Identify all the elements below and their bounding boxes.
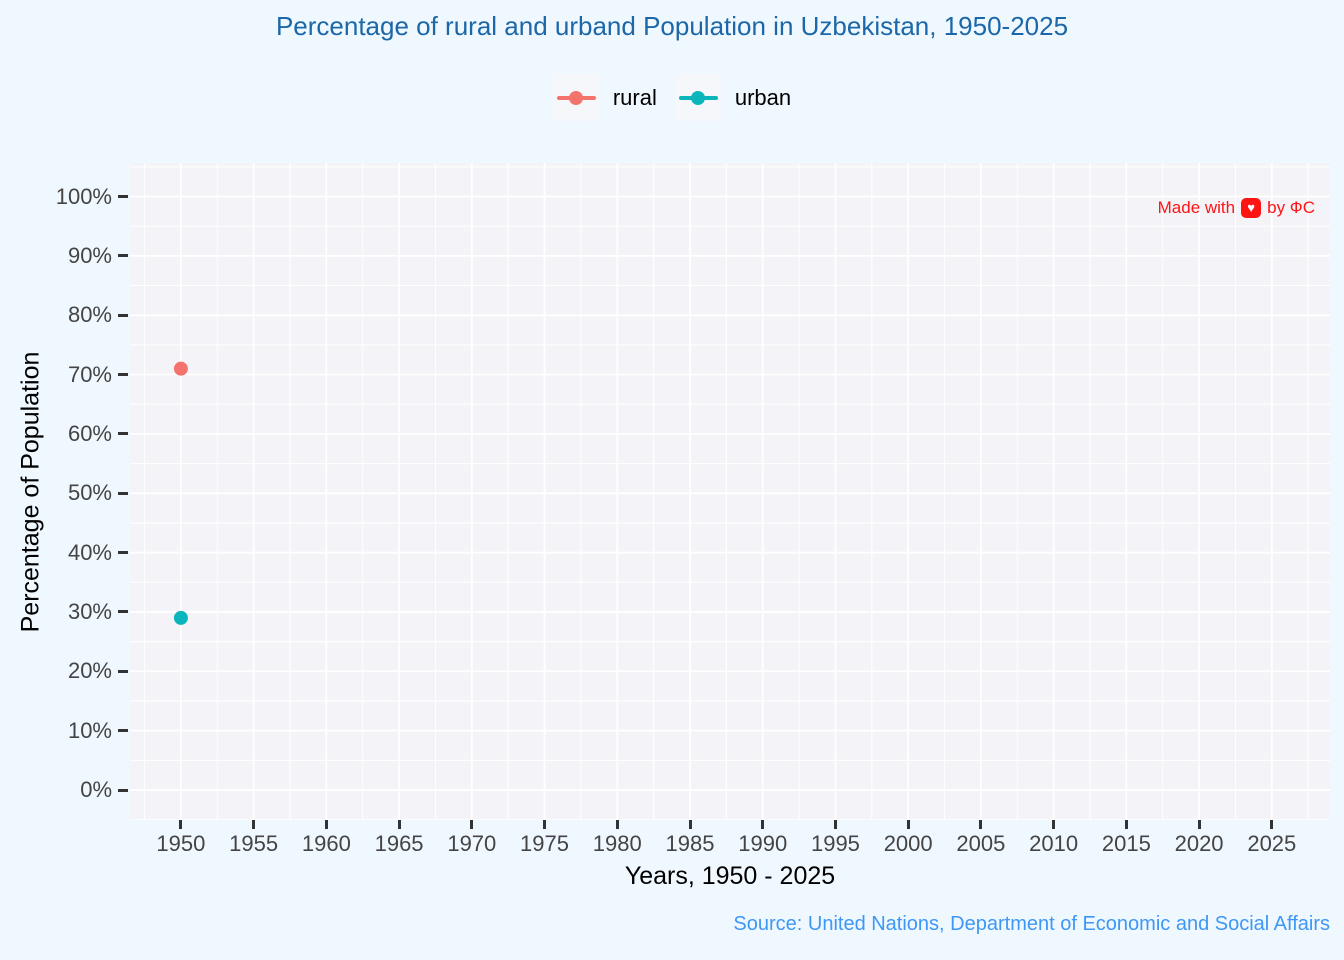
y-axis-title: Percentage of Population bbox=[16, 351, 45, 633]
y-tick-mark bbox=[118, 610, 128, 614]
x-tick-mark bbox=[179, 820, 183, 829]
plot-svg bbox=[130, 163, 1330, 820]
x-tick-mark bbox=[1197, 820, 1201, 829]
legend-item-urban[interactable]: urban bbox=[674, 74, 792, 121]
point-marker-icon bbox=[569, 90, 584, 105]
legend: rural urban bbox=[0, 74, 1344, 121]
x-tick-mark bbox=[252, 820, 256, 829]
y-tick-label: 100% bbox=[55, 183, 112, 209]
x-tick-label: 1985 bbox=[665, 831, 715, 856]
x-tick-mark bbox=[615, 820, 619, 829]
x-tick-label: 1995 bbox=[810, 831, 860, 856]
y-tick-mark bbox=[118, 254, 128, 258]
x-tick-mark bbox=[833, 820, 837, 829]
legend-key-rural bbox=[552, 74, 600, 121]
y-tick-mark bbox=[118, 788, 128, 792]
x-tick-mark bbox=[1124, 820, 1128, 829]
x-axis-title: Years, 1950 - 2025 bbox=[624, 862, 836, 890]
point-marker-icon bbox=[691, 90, 706, 105]
y-tick-label: 30% bbox=[67, 598, 112, 624]
y-tick-mark bbox=[118, 669, 128, 673]
x-tick-mark bbox=[1270, 820, 1274, 829]
x-tick-label: 1965 bbox=[374, 831, 424, 856]
y-tick-mark bbox=[118, 729, 128, 733]
plot-area bbox=[130, 163, 1330, 820]
y-tick-mark bbox=[118, 491, 128, 495]
x-tick-label: 1960 bbox=[301, 831, 351, 856]
watermark-prefix: Made with bbox=[1157, 198, 1236, 217]
y-tick-label: 60% bbox=[67, 420, 112, 446]
y-tick-mark bbox=[118, 551, 128, 555]
x-tick-label: 2020 bbox=[1174, 831, 1224, 856]
x-tick-mark bbox=[761, 820, 765, 829]
chart-title: Percentage of rural and urband Populatio… bbox=[275, 11, 1069, 41]
watermark-suffix: by ФС bbox=[1267, 198, 1315, 217]
plot-background bbox=[130, 163, 1330, 820]
x-tick-label: 2000 bbox=[883, 831, 933, 856]
y-tick-label: 40% bbox=[67, 539, 112, 565]
x-tick-mark bbox=[688, 820, 692, 829]
y-tick-label: 0% bbox=[80, 777, 112, 803]
y-tick-label: 90% bbox=[67, 242, 112, 268]
x-tick-mark bbox=[397, 820, 401, 829]
data-point-rural bbox=[173, 361, 188, 376]
x-tick-label: 1955 bbox=[229, 831, 279, 856]
y-tick-mark bbox=[118, 432, 128, 436]
y-tick-mark bbox=[118, 195, 128, 199]
y-tick-label: 20% bbox=[67, 658, 112, 684]
y-tick-mark bbox=[118, 373, 128, 377]
x-tick-mark bbox=[470, 820, 474, 829]
watermark: Made with ♥ by ФС bbox=[1158, 198, 1315, 218]
legend-label-rural: rural bbox=[612, 84, 657, 110]
y-tick-label: 80% bbox=[67, 302, 112, 328]
x-tick-label: 2005 bbox=[956, 831, 1006, 856]
x-tick-label: 2025 bbox=[1247, 831, 1297, 856]
y-tick-label: 10% bbox=[67, 717, 112, 743]
x-tick-label: 1970 bbox=[447, 831, 497, 856]
x-tick-mark bbox=[543, 820, 547, 829]
x-tick-mark bbox=[1052, 820, 1056, 829]
x-tick-label: 2010 bbox=[1029, 831, 1079, 856]
source-caption: Source: United Nations, Department of Ec… bbox=[733, 913, 1330, 935]
y-tick-label: 50% bbox=[67, 480, 112, 506]
heart-icon: ♥ bbox=[1241, 198, 1262, 218]
x-tick-mark bbox=[979, 820, 983, 829]
x-tick-label: 1950 bbox=[156, 831, 206, 856]
x-tick-label: 1990 bbox=[738, 831, 788, 856]
legend-key-urban bbox=[674, 74, 722, 121]
y-tick-label: 70% bbox=[67, 361, 112, 387]
x-tick-label: 1975 bbox=[520, 831, 569, 856]
legend-item-rural[interactable]: rural bbox=[552, 74, 657, 121]
data-point-urban bbox=[173, 610, 188, 625]
legend-label-urban: urban bbox=[734, 84, 792, 110]
y-tick-mark bbox=[118, 313, 128, 317]
x-tick-label: 2015 bbox=[1101, 831, 1151, 856]
x-tick-mark bbox=[906, 820, 910, 829]
x-tick-label: 1980 bbox=[592, 831, 642, 856]
x-tick-mark bbox=[324, 820, 328, 829]
